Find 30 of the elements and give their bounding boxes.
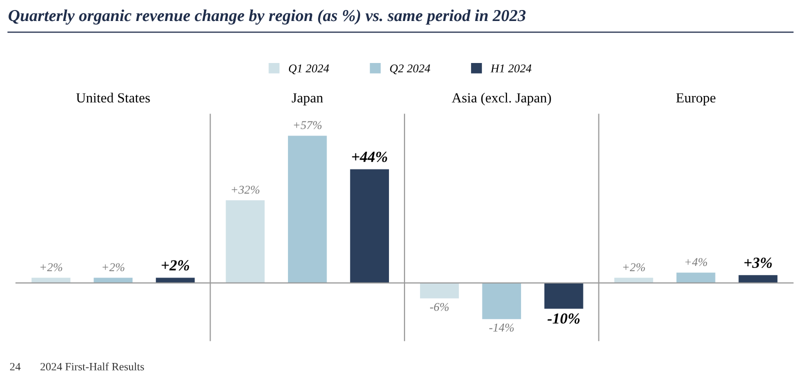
bar: [676, 272, 716, 283]
bar: [482, 282, 522, 320]
bar: [226, 200, 265, 283]
data-label: +4%: [685, 258, 708, 266]
data-label: +32%: [232, 186, 260, 194]
x-tick-label: Japan: [292, 93, 323, 106]
data-label: +3%: [744, 258, 772, 268]
data-label: -14%: [489, 324, 514, 332]
bar: [288, 136, 327, 283]
bar: [350, 169, 389, 283]
x-tick-label: Asia (excl. Japan): [452, 92, 551, 106]
data-label: +2%: [162, 260, 190, 271]
x-tick-label: United States: [76, 92, 150, 103]
data-label: +57%: [294, 121, 322, 130]
x-tick-label: Europe: [676, 93, 716, 106]
data-label: +44%: [352, 152, 388, 162]
data-label: +2%: [623, 263, 645, 272]
legend-label: Q2 2024: [390, 64, 430, 74]
text: Quarterly organic revenue change by region (as %) vs. same period in 2023: [8, 9, 526, 25]
text: 2024 First-Half Results: [40, 362, 144, 370]
text: 24: [10, 362, 21, 370]
legend-label: H1 2024: [490, 64, 532, 72]
bar: [738, 275, 778, 283]
data-label: +2%: [40, 263, 62, 272]
bar: [420, 282, 459, 298]
data-label: -6%: [430, 302, 449, 311]
data-label: +2%: [102, 263, 124, 272]
data-label: -10%: [548, 313, 580, 324]
bar: [544, 282, 584, 309]
legend-label: Q1 2024: [288, 64, 329, 74]
